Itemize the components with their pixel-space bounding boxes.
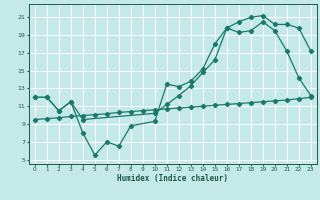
X-axis label: Humidex (Indice chaleur): Humidex (Indice chaleur) [117, 174, 228, 183]
